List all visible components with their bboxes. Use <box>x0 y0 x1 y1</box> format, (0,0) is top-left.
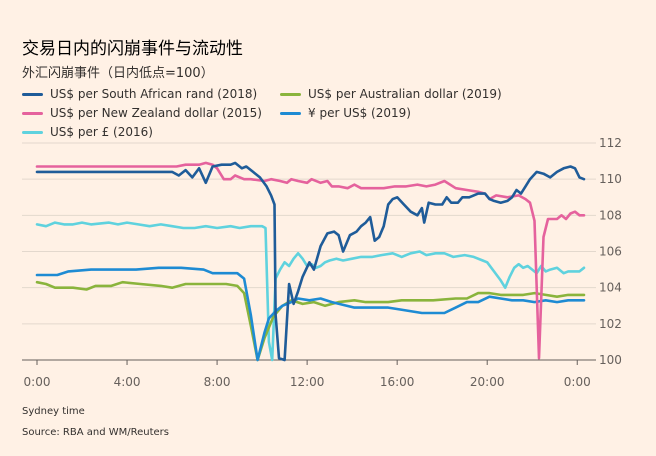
series-line-zar <box>35 161 586 362</box>
legend-label-gbp: US$ per £ (2016) <box>50 125 153 139</box>
x-tick-label: 12:00 <box>290 375 325 389</box>
x-axis-tick-labels: 0:00 4:00 8:00 12:00 16:00 20:00 0:00 <box>24 360 591 389</box>
legend-swatch-nzd <box>22 111 43 115</box>
y-tick-label: 108 <box>599 208 622 222</box>
series-line-aud <box>35 280 586 362</box>
y-tick-label: 102 <box>599 317 622 331</box>
legend-label-jpy: ¥ per US$ (2019) <box>308 106 411 120</box>
series-line-nzd <box>35 161 586 360</box>
legend-swatch-zar <box>22 92 43 96</box>
legend-label-zar: US$ per South African rand (2018) <box>50 87 258 101</box>
x-tick-label: 0:00 <box>564 375 591 389</box>
series-lines <box>35 161 586 362</box>
x-axis-caption: Sydney time <box>22 406 85 417</box>
legend-item-jpy: ¥ per US$ (2019) <box>280 106 411 120</box>
source-note: Source: RBA and WM/Reuters <box>22 427 169 438</box>
gridlines <box>22 142 596 361</box>
legend-swatch-gbp <box>22 130 43 134</box>
y-axis-tick-labels: 100 102 104 106 108 110 112 <box>599 136 622 367</box>
y-tick-label: 100 <box>599 353 622 367</box>
legend-item-nzd: US$ per New Zealand dollar (2015) <box>22 106 262 120</box>
y-tick-label: 106 <box>599 245 622 259</box>
legend-label-nzd: US$ per New Zealand dollar (2015) <box>50 106 262 120</box>
y-tick-label: 104 <box>599 281 622 295</box>
series-line-jpy <box>35 266 586 362</box>
x-tick-label: 4:00 <box>114 375 141 389</box>
x-tick-label: 0:00 <box>24 375 51 389</box>
x-tick-label: 8:00 <box>204 375 231 389</box>
y-tick-label: 112 <box>599 136 622 150</box>
series-line-gbp <box>35 221 586 362</box>
legend: US$ per South African rand (2018) US$ pe… <box>22 87 632 143</box>
x-tick-label: 20:00 <box>470 375 505 389</box>
legend-item-gbp: US$ per £ (2016) <box>22 125 153 139</box>
chart-title: 交易日内的闪崩事件与流动性 <box>22 39 243 59</box>
legend-swatch-jpy <box>280 111 301 115</box>
y-tick-label: 110 <box>599 172 622 186</box>
chart-subtitle: 外汇闪崩事件（日内低点=100） <box>22 66 214 81</box>
legend-item-zar: US$ per South African rand (2018) <box>22 87 257 101</box>
x-tick-label: 16:00 <box>380 375 415 389</box>
legend-label-aud: US$ per Australian dollar (2019) <box>308 87 502 101</box>
legend-item-aud: US$ per Australian dollar (2019) <box>280 87 502 101</box>
legend-swatch-aud <box>280 92 301 96</box>
